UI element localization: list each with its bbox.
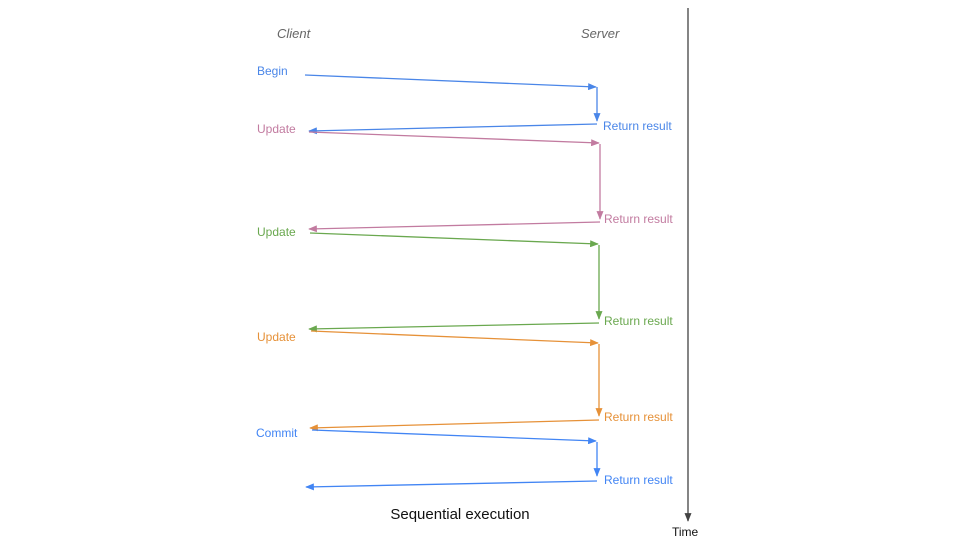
server-column-label: Server [581, 26, 620, 41]
time-axis-label: Time [672, 525, 699, 539]
message-label-commit: Commit [256, 426, 298, 440]
message-label-begin: Begin [257, 64, 288, 78]
message-label-update-3: Update [257, 330, 296, 344]
message-label-update-1: Update [257, 122, 296, 136]
client-column-label: Client [277, 26, 311, 41]
return-result-label-1: Return result [603, 119, 672, 133]
return-result-label-4: Return result [604, 410, 673, 424]
return-result-label-3: Return result [604, 314, 673, 328]
return-result-label-5: Return result [604, 473, 673, 487]
message-label-update-2: Update [257, 225, 296, 239]
diagram-title: Sequential execution [390, 506, 530, 523]
return-result-label-2: Return result [604, 212, 673, 226]
